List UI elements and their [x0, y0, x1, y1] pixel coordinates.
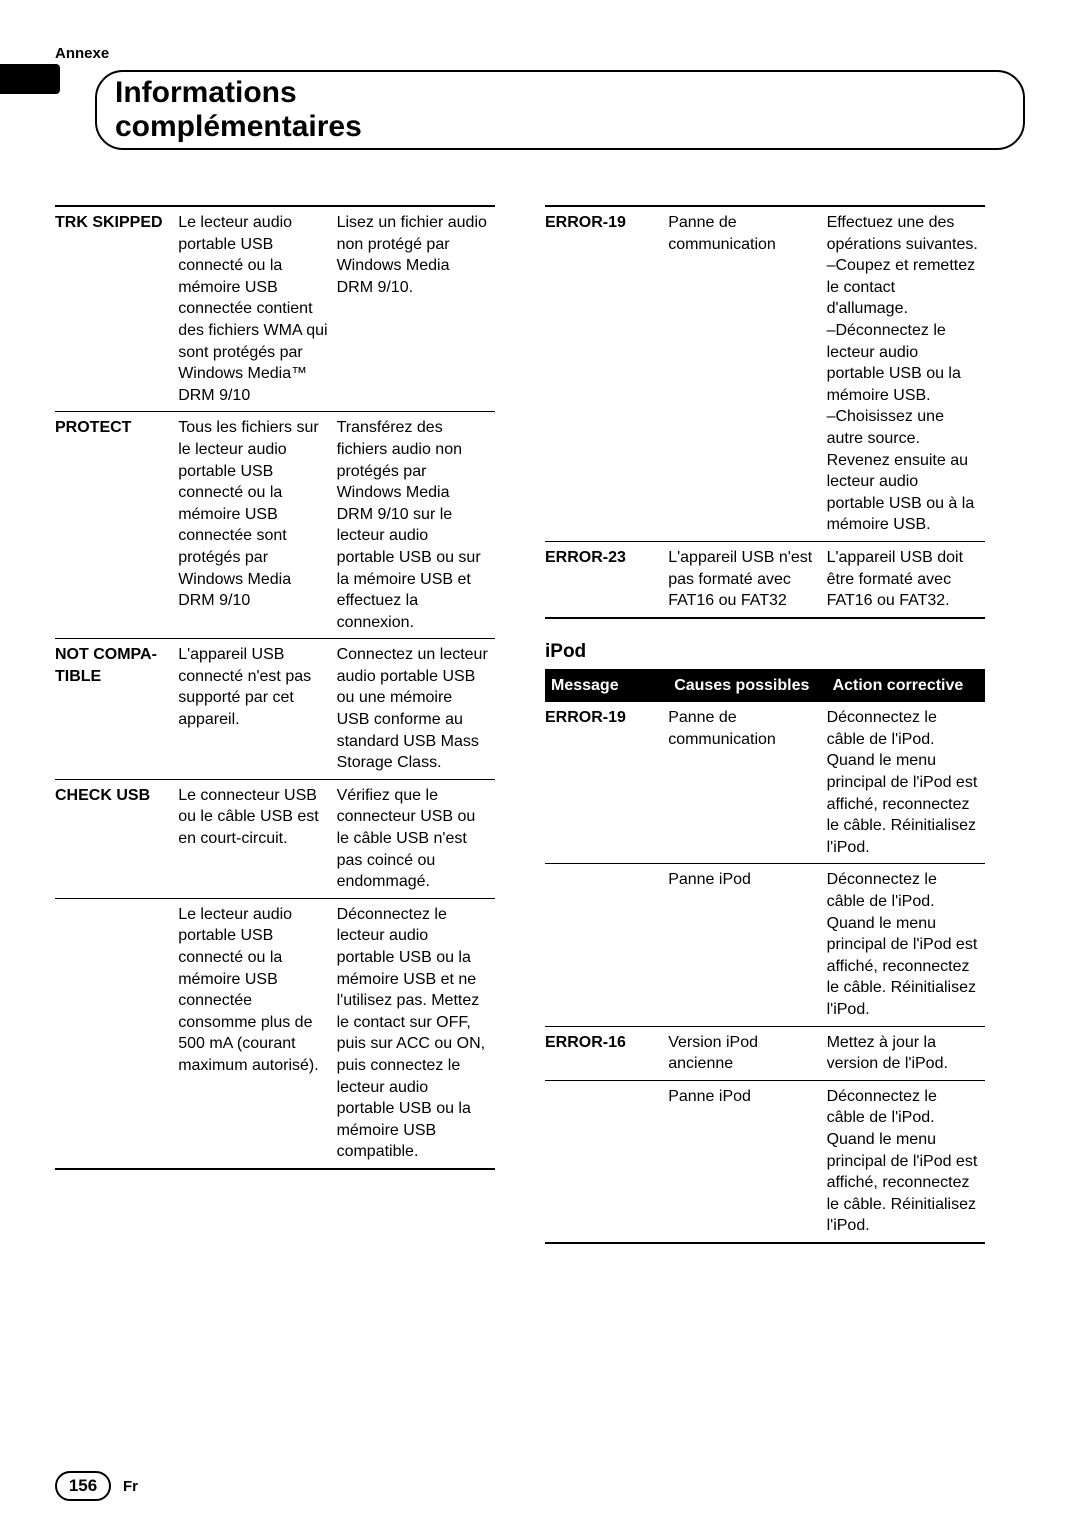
left-table: TRK SKIPPEDLe lecteur audio portable USB… — [55, 205, 495, 1170]
action-cell: Déconnectez le câble de l'iPod. Quand le… — [827, 864, 985, 1026]
table-row: ERROR-19Panne de communicationEffectuez … — [545, 206, 985, 541]
msg-cell: ERROR-16 — [545, 1026, 668, 1080]
cause-cell: Version iPod ancienne — [668, 1026, 826, 1080]
action-cell: Mettez à jour la version de l'iPod. — [827, 1026, 985, 1080]
page-footer: 156 Fr — [55, 1471, 138, 1501]
page-number: 156 — [55, 1471, 111, 1501]
content-columns: TRK SKIPPEDLe lecteur audio portable USB… — [55, 205, 1025, 1244]
msg-cell: CHECK USB — [55, 779, 178, 898]
action-cell: Déconnectez le lecteur audio portable US… — [337, 898, 495, 1169]
ipod-header-msg: Message — [545, 669, 668, 703]
msg-cell: ERROR-19 — [545, 206, 668, 541]
msg-cell: NOT COMPA- TIBLE — [55, 639, 178, 780]
table-row: Le lecteur audio portable USB connecté o… — [55, 898, 495, 1169]
action-cell: Effectuez une des opérations suivantes. … — [827, 206, 985, 541]
section-label: Annexe — [55, 45, 1025, 62]
cause-cell: Panne iPod — [668, 1080, 826, 1243]
table-row: NOT COMPA- TIBLEL'appareil USB connecté … — [55, 639, 495, 780]
cause-cell: Panne de communication — [668, 206, 826, 541]
cause-cell: Le lecteur audio portable USB connecté o… — [178, 206, 336, 412]
msg-cell — [55, 898, 178, 1169]
table-row: ERROR-23L'appareil USB n'est pas formaté… — [545, 541, 985, 617]
action-cell: Connectez un lecteur audio portable USB … — [337, 639, 495, 780]
table-row: Panne iPodDéconnectez le câble de l'iPod… — [545, 864, 985, 1026]
title-banner: Informations complémentaires — [95, 70, 1025, 150]
action-cell: Transférez des fichiers audio non protég… — [337, 412, 495, 639]
action-cell: Déconnectez le câble de l'iPod. Quand le… — [827, 702, 985, 864]
msg-cell — [545, 1080, 668, 1243]
right-column: ERROR-19Panne de communicationEffectuez … — [545, 205, 985, 1244]
cause-cell: Le lecteur audio portable USB connecté o… — [178, 898, 336, 1169]
cause-cell: L'appareil USB n'est pas formaté avec FA… — [668, 541, 826, 617]
action-cell: Vérifiez que le connecteur USB ou le câb… — [337, 779, 495, 898]
left-column: TRK SKIPPEDLe lecteur audio portable USB… — [55, 205, 495, 1244]
cause-cell: Panne de communication — [668, 702, 826, 864]
black-tab — [0, 64, 60, 94]
cause-cell: Tous les fichiers sur le lecteur audio p… — [178, 412, 336, 639]
ipod-header-row: Message Causes possibles Action correcti… — [545, 669, 985, 703]
right-top-table: ERROR-19Panne de communicationEffectuez … — [545, 205, 985, 619]
cause-cell: Panne iPod — [668, 864, 826, 1026]
cause-cell: L'appareil USB connecté n'est pas suppor… — [178, 639, 336, 780]
ipod-header-cause: Causes possibles — [668, 669, 826, 703]
action-cell: L'appareil USB doit être formaté avec FA… — [827, 541, 985, 617]
msg-cell: ERROR-23 — [545, 541, 668, 617]
ipod-table: Message Causes possibles Action correcti… — [545, 669, 985, 1244]
ipod-heading: iPod — [545, 641, 985, 663]
msg-cell: ERROR-19 — [545, 702, 668, 864]
msg-cell: PROTECT — [55, 412, 178, 639]
action-cell: Déconnectez le câble de l'iPod. Quand le… — [827, 1080, 985, 1243]
action-cell: Lisez un fichier audio non protégé par W… — [337, 206, 495, 412]
table-row: TRK SKIPPEDLe lecteur audio portable USB… — [55, 206, 495, 412]
cause-cell: Le connecteur USB ou le câble USB est en… — [178, 779, 336, 898]
page-lang: Fr — [123, 1478, 138, 1495]
ipod-header-action: Action corrective — [827, 669, 985, 703]
table-row: Panne iPodDéconnectez le câble de l'iPod… — [545, 1080, 985, 1243]
table-row: CHECK USBLe connecteur USB ou le câble U… — [55, 779, 495, 898]
msg-cell: TRK SKIPPED — [55, 206, 178, 412]
table-row: ERROR-16Version iPod ancienneMettez à jo… — [545, 1026, 985, 1080]
table-row: ERROR-19Panne de communicationDéconnecte… — [545, 702, 985, 864]
msg-cell — [545, 864, 668, 1026]
page-title: Informations complémentaires — [95, 70, 1025, 150]
table-row: PROTECTTous les fichiers sur le lecteur … — [55, 412, 495, 639]
